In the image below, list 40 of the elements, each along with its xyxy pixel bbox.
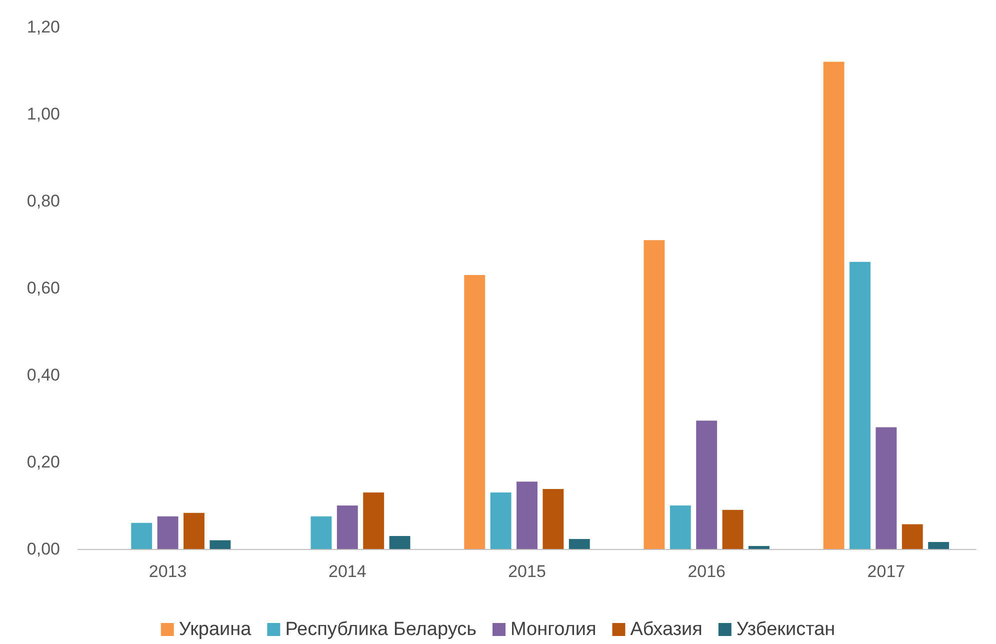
x-tick-label: 2014 [328,562,366,581]
legend-label: Абхазия [630,619,702,640]
bar [644,240,665,549]
x-tick-label: 2016 [688,562,726,581]
legend-label: Монголия [510,619,596,640]
bar [363,492,384,549]
bar [748,546,770,549]
bar [210,540,231,549]
legend-label: Украина [178,619,252,640]
bar [542,488,564,549]
legend-label: Узбекистан [736,619,836,640]
bar [823,62,844,549]
y-tick-label: 1,00 [26,104,60,124]
y-tick-label: 0,40 [26,366,60,384]
legend-label: Республика Беларусь [285,619,477,640]
bar [670,506,691,549]
bar [157,516,178,549]
y-tick-label: 0,00 [26,540,60,558]
bar [568,538,590,549]
bar [876,427,897,549]
bar [928,542,950,549]
x-tick-label: 2017 [867,562,906,581]
bar [336,506,358,549]
bar [516,482,538,549]
bar [722,510,744,549]
bar [389,536,410,549]
bar [310,516,332,549]
y-tick-label: 1,20 [26,18,60,36]
bar [131,522,152,549]
x-tick-label: 2015 [508,562,546,581]
bar [902,524,923,549]
bar [490,492,512,549]
bar [184,512,204,549]
y-tick-label: 0,20 [26,452,60,472]
bar [696,420,718,549]
bar [850,262,870,549]
y-tick-label: 0,80 [26,192,60,210]
x-tick-label: 2013 [148,562,187,581]
y-tick-label: 0,60 [26,278,60,298]
bar [464,274,486,549]
